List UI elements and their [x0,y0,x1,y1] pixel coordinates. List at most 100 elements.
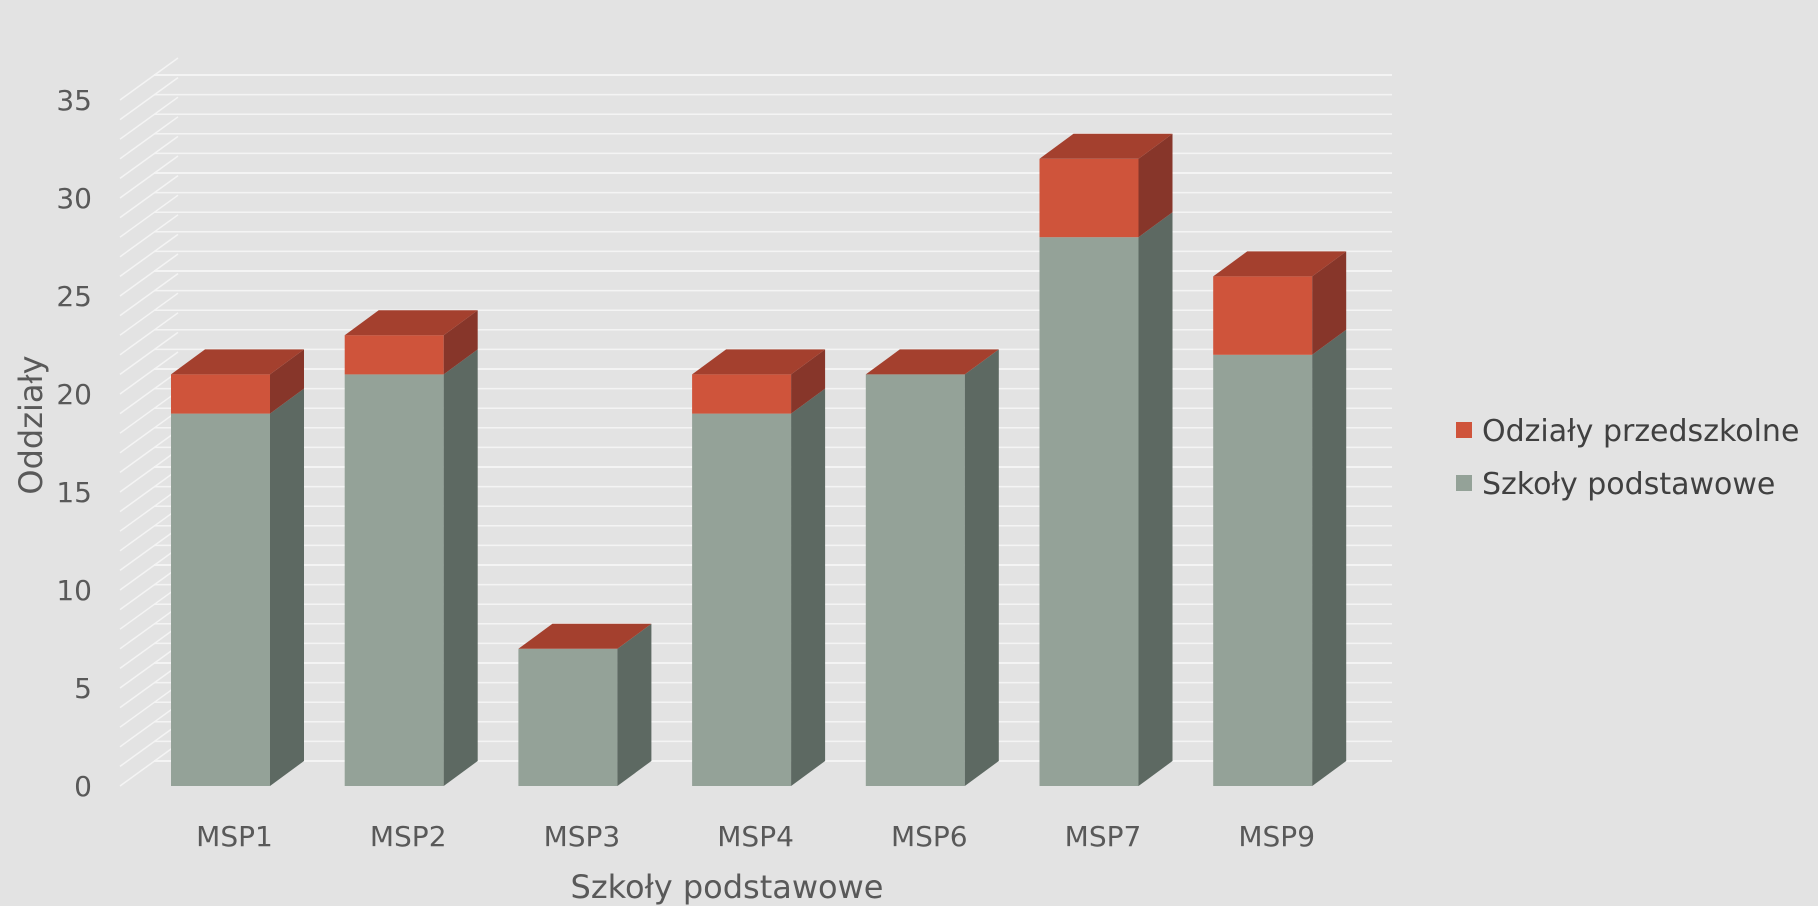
x-tick-label: MSP7 [1065,820,1142,853]
bar-group-msp4 [692,349,826,786]
bar-top-msp1 [171,349,304,375]
bar-front-msp1-series-1 [171,374,270,414]
bar-group-msp3 [518,623,652,786]
bars-layer [171,133,1347,786]
bar-group-msp9 [1213,251,1347,786]
gridline-depth [119,429,179,474]
bar-top-msp9 [1213,251,1347,277]
gridline-depth [119,410,179,454]
legend-label-odzialy-przedszkolne: Odziały przedszkolne [1482,414,1799,449]
bar-top-msp2 [344,310,478,336]
bar-group-msp6 [865,349,999,786]
y-tick-label: 15 [56,476,92,509]
gridline-depth [119,351,179,395]
gridline-depth [119,194,179,238]
bar-front-msp1-series-0 [171,413,270,786]
gridline-depth [119,723,179,768]
y-axis-ticks: 0 5 10 15 20 25 30 35 [56,84,92,803]
gridline-depth [119,76,179,121]
gridline-depth [119,135,179,180]
bar-side-msp1-series-1 [270,349,304,414]
y-tick-label: 35 [56,84,92,117]
y-tick-label: 0 [74,770,92,803]
y-tick-label: 5 [74,672,92,705]
gridline-depth [119,645,179,689]
y-tick-label: 25 [56,280,92,313]
gridline-depth [119,625,179,670]
x-tick-label: MSP9 [1238,820,1315,853]
bar-front-msp9-series-1 [1213,276,1313,355]
gridline-depth [119,508,179,552]
bar-side-msp2-series-0 [443,349,478,786]
gridline-depth [119,253,179,297]
bar-side-msp3-series-0 [617,623,652,786]
y-tick-label: 10 [56,574,92,607]
bar-side-msp7-series-1 [1138,133,1173,238]
bar-front-msp3-series-0 [518,648,618,786]
bar-side-msp7-series-0 [1138,212,1173,786]
bar-top-msp6 [865,349,999,375]
gridline-depth [119,488,179,532]
gridline-depth [119,547,179,591]
bar-side-msp1-series-0 [270,388,304,786]
legend-swatch-odzialy-przedszkolne [1456,422,1472,438]
gridline-depth [119,174,179,219]
gridline-depth [119,566,179,611]
y-tick-label: 20 [56,378,92,411]
gridline-depth [119,233,179,278]
bar-side-msp4-series-0 [791,388,826,786]
gridline-depth [119,214,179,258]
x-tick-label: MSP3 [544,820,621,853]
bar-side-msp9-series-1 [1312,251,1347,355]
gridline-depth [119,331,179,376]
x-tick-label: MSP6 [891,820,968,853]
bar-top-msp4 [692,349,826,375]
bar-front-msp2-series-1 [344,335,444,375]
bar-group-msp2 [344,310,478,786]
legend-item-szkoly-podstawowe[interactable]: Szkoły podstawowe [1456,467,1775,502]
bar-front-msp7-series-1 [1039,158,1139,238]
gridline-depth [119,449,179,493]
legend-label-szkoly-podstawowe: Szkoły podstawowe [1482,467,1775,502]
bar-front-msp9-series-0 [1213,354,1313,786]
x-axis-ticks: MSP1 MSP2 MSP3 MSP4 MSP6 MSP7 MSP9 [196,820,1315,853]
bar-side-msp6-series-0 [964,349,999,786]
gridline-depth [119,116,179,160]
gridline-depth [119,272,179,317]
x-axis-title: Szkoły podstawowe [571,868,884,906]
bar-top-msp3 [518,623,652,649]
bar-group-msp1 [171,349,304,786]
gridline-depth [119,684,179,728]
gridline-depth [119,527,179,572]
bar-side-msp2-series-1 [443,310,478,375]
legend-item-odzialy-przedszkolne[interactable]: Odziały przedszkolne [1456,414,1799,449]
bar-front-msp2-series-0 [344,374,444,786]
y-tick-label: 30 [56,182,92,215]
bar-side-msp4-series-1 [791,349,826,414]
gridline-depth [119,743,179,787]
bar-front-msp4-series-0 [692,413,792,786]
gridline-depth [119,57,179,101]
legend: Odziały przedszkolne Szkoły podstawowe [1456,414,1799,502]
bar-top-msp7 [1039,133,1173,159]
gridline-depth [119,312,179,356]
x-tick-label: MSP1 [196,820,273,853]
gridline-depth [119,664,179,709]
x-tick-label: MSP2 [370,820,447,853]
gridline-depth [119,606,179,650]
bar-front-msp6-series-0 [865,374,965,786]
bar-group-msp7 [1039,133,1173,786]
bar-front-msp7-series-0 [1039,237,1139,786]
legend-swatch-szkoly-podstawowe [1456,475,1472,491]
gridline-depth [119,468,179,513]
bar-front-msp4-series-1 [692,374,792,414]
y-axis-title: Oddziały [12,355,50,494]
gridline-depth [119,390,179,434]
bar-side-msp9-series-0 [1312,329,1347,786]
gridline-depth [119,704,179,748]
gridline-depth [119,370,179,415]
gridline-depth [119,155,179,199]
x-tick-label: MSP4 [717,820,794,853]
gridline-depth [119,586,179,630]
